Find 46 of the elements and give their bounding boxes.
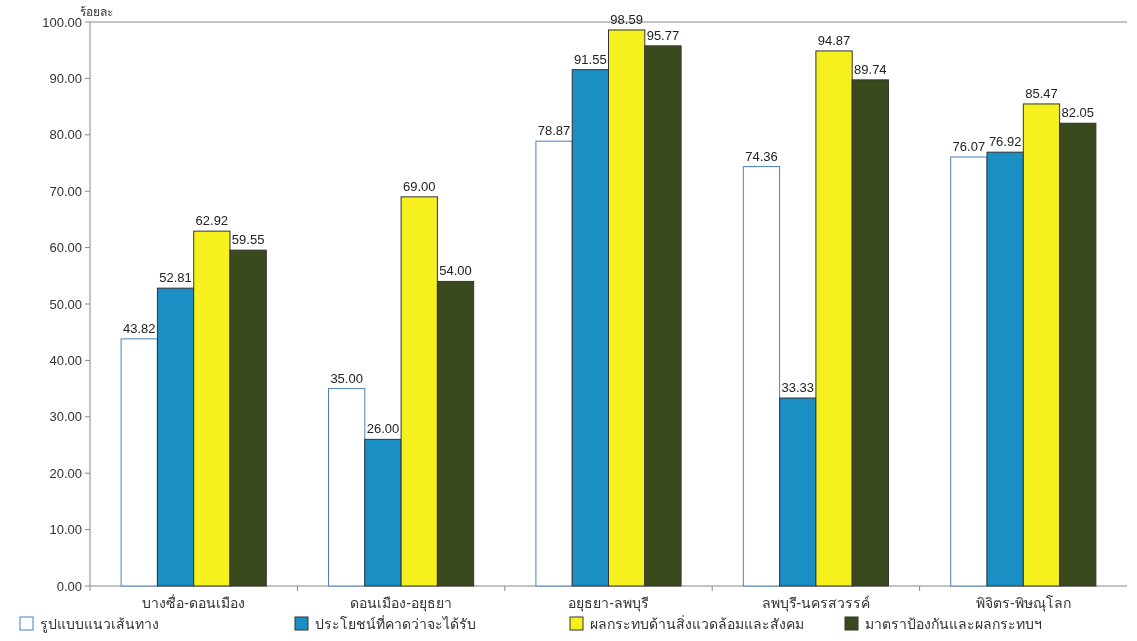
- legend-label: มาตราป้องกันและผลกระทบฯ: [865, 616, 1042, 632]
- y-tick-label: 40.00: [49, 352, 82, 368]
- bar: [950, 156, 988, 587]
- legend-label: ผลกระทบด้านสิ่งแวดล้อมและสังคม: [590, 615, 804, 632]
- y-tick-label: 10.00: [49, 522, 82, 538]
- data-label: 26.00: [366, 421, 400, 437]
- data-label: 78.87: [537, 123, 571, 139]
- data-label: 54.00: [439, 263, 472, 279]
- y-axis-title: ร้อยละ: [80, 5, 113, 19]
- y-tick-label: 0.00: [56, 578, 82, 594]
- bar: [328, 388, 366, 587]
- x-tick-label: ลพบุรี-นครสวรรค์: [761, 595, 871, 612]
- data-label: 69.00: [402, 178, 436, 194]
- x-tick-label: อยุธยา-ลพบุรี: [568, 595, 649, 612]
- data-label: 43.82: [122, 320, 156, 336]
- y-tick-label: 50.00: [49, 296, 82, 312]
- y-tick-label: 20.00: [49, 465, 82, 481]
- bar: [535, 140, 573, 587]
- data-label: 62.92: [195, 213, 229, 229]
- data-label: 76.92: [988, 134, 1022, 150]
- y-tick-label: 30.00: [49, 409, 82, 425]
- bar: [120, 338, 158, 587]
- data-label: 91.55: [574, 51, 607, 67]
- bar: [742, 166, 781, 587]
- legend-label: ประโยชน์ที่คาดว่าจะได้รับ: [315, 615, 476, 632]
- data-label: 89.74: [854, 61, 887, 77]
- y-tick-label: 80.00: [49, 127, 82, 143]
- data-label: 33.33: [781, 380, 815, 396]
- data-label: 74.36: [745, 148, 778, 164]
- y-tick-label: 100.00: [42, 14, 82, 30]
- data-label: 35.00: [330, 370, 363, 386]
- x-tick-label: บางซื่อ-ดอนเมือง: [142, 594, 246, 611]
- y-tick-label: 70.00: [49, 183, 82, 199]
- legend-label: รูปแบบแนวเส้นทาง: [40, 616, 159, 633]
- data-label: 76.07: [952, 138, 986, 154]
- data-label: 52.81: [159, 270, 192, 286]
- data-label: 82.05: [1061, 105, 1095, 121]
- data-label: 59.55: [231, 232, 265, 248]
- data-label: 85.47: [1025, 85, 1058, 101]
- data-label: 98.59: [610, 11, 643, 27]
- y-tick-label: 60.00: [49, 240, 82, 256]
- x-tick-label: ดอนเมือง-อยุธยา: [350, 595, 452, 612]
- x-tick-label: พิจิตร-พิษณุโลก: [975, 595, 1071, 612]
- data-label: 94.87: [817, 32, 851, 48]
- y-tick-label: 90.00: [49, 70, 82, 86]
- data-label: 95.77: [646, 27, 680, 43]
